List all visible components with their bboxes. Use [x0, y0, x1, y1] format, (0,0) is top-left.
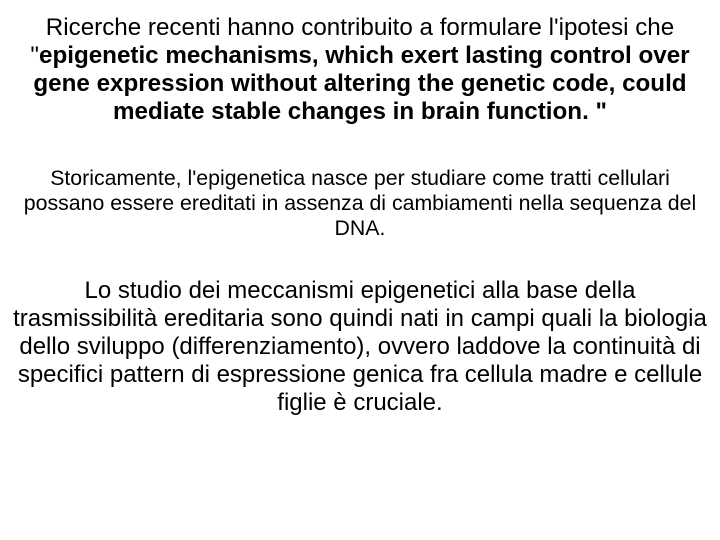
paragraph-3: Lo studio dei meccanismi epigenetici all… — [10, 277, 710, 417]
paragraph-1: Ricerche recenti hanno contribuito a for… — [10, 14, 710, 126]
para1-bold: epigenetic mechanisms, which exert lasti… — [33, 42, 689, 125]
slide: Ricerche recenti hanno contribuito a for… — [0, 0, 720, 540]
paragraph-2: Storicamente, l'epigenetica nasce per st… — [10, 166, 710, 241]
